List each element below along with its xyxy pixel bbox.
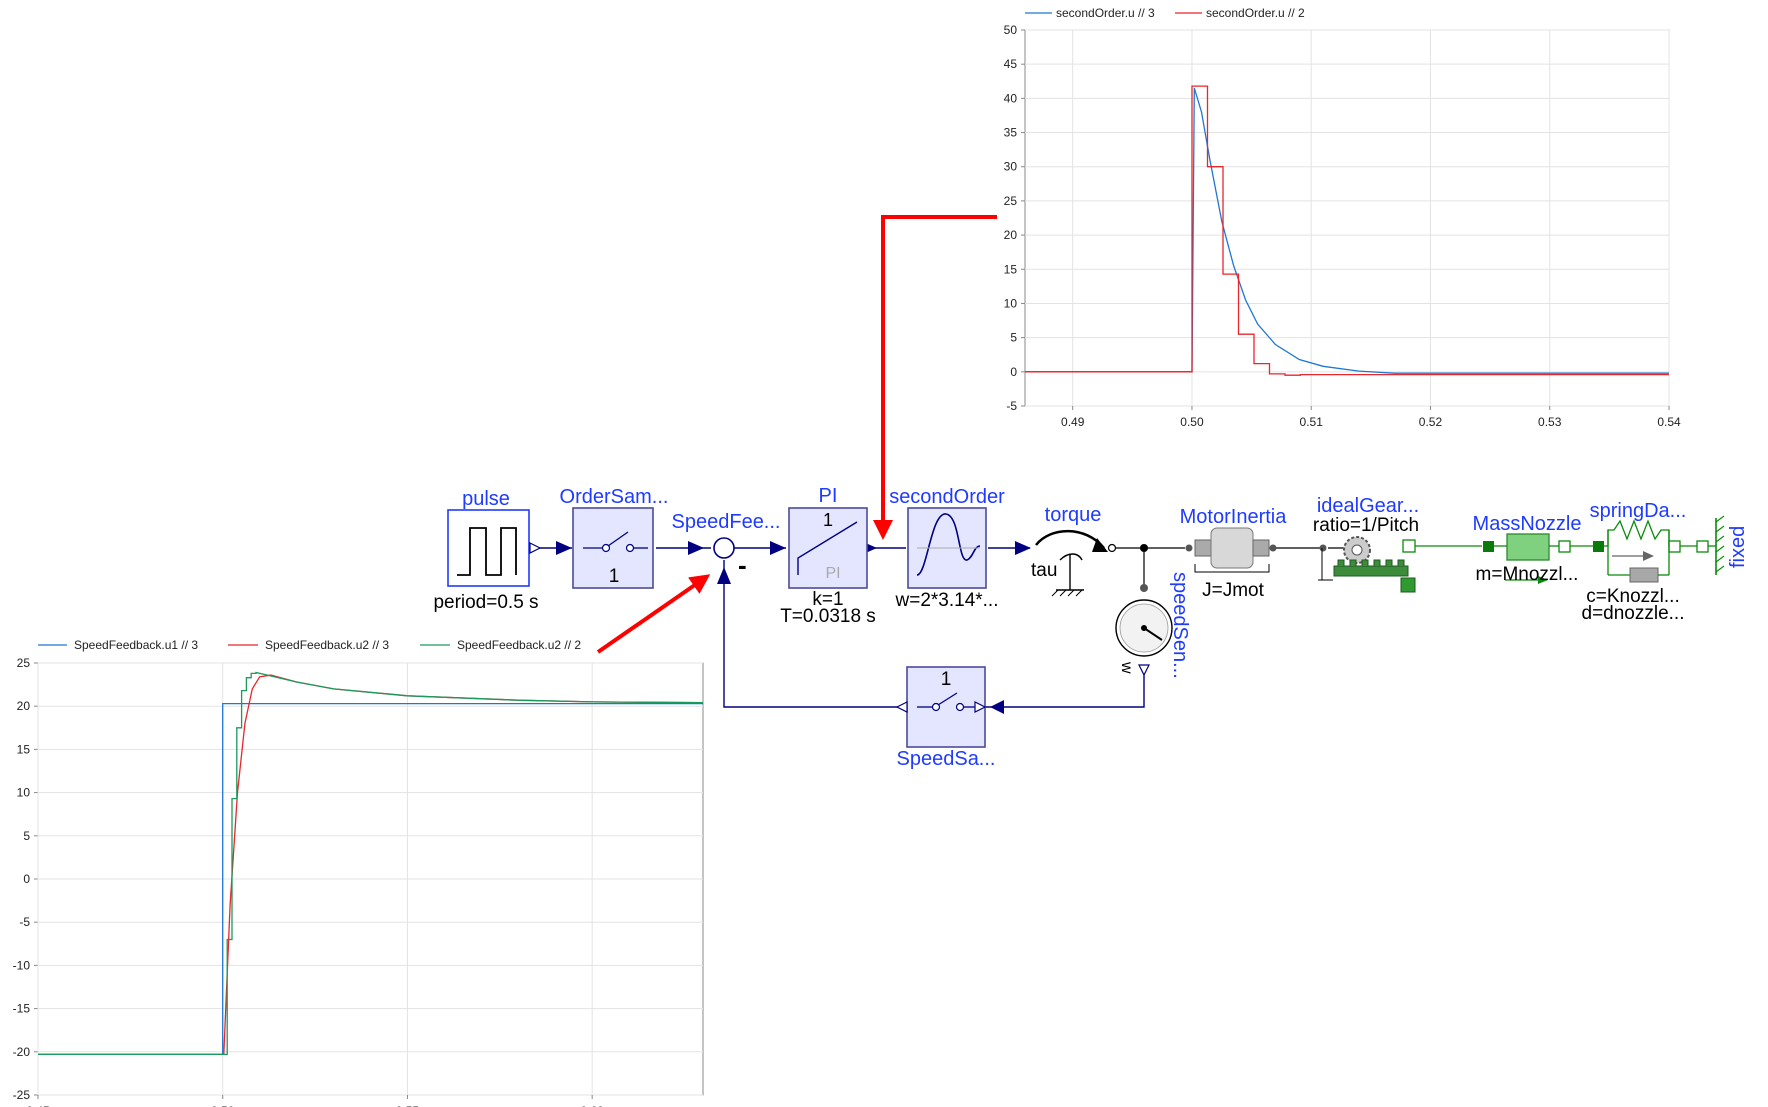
spring-damper-block[interactable]: springDa... c=Knozzl... d=dnozzle... xyxy=(1582,500,1687,624)
sample-period: 1 xyxy=(609,566,620,587)
block-name: MotorInertia xyxy=(1180,506,1288,528)
block-param: ratio=1/Pitch xyxy=(1313,515,1419,536)
pi-block[interactable]: 1 PI PI k=1 T=0.0318 s xyxy=(780,485,876,627)
block-param: c=Knozzl... xyxy=(1586,586,1679,607)
annotation-arrow-speed-feedback xyxy=(596,574,711,654)
y-tick-label: 50 xyxy=(1004,23,1018,37)
ideal-gear-block[interactable]: idealGear... ratio=1/Pitch xyxy=(1313,495,1419,593)
mass-nozzle-block[interactable]: MassNozzle m=Mnozzl... xyxy=(1473,513,1582,585)
annotation-arrow-second-order xyxy=(873,215,997,540)
y-tick-label: 25 xyxy=(17,656,31,670)
block-name: OrderSam... xyxy=(560,486,669,508)
series-line xyxy=(1025,85,1669,376)
legend: secondOrder.u // 3 secondOrder.u // 2 xyxy=(1025,6,1305,20)
block-name: SpeedFee... xyxy=(672,511,781,533)
block-name: pulse xyxy=(462,488,510,510)
y-tick-label: 5 xyxy=(1010,331,1017,345)
y-tick-label: -20 xyxy=(13,1045,31,1059)
x-tick-label: 0.51 xyxy=(1300,415,1324,429)
output-port xyxy=(1138,664,1150,677)
y-tick-label: 25 xyxy=(1004,194,1018,208)
motor-inertia-block[interactable]: MotorInertia J=Jmot xyxy=(1180,506,1288,601)
x-tick-label: 0.54 xyxy=(1657,415,1681,429)
block-param: w=2*3.14*... xyxy=(895,590,999,611)
pulse-block[interactable]: pulse period=0.5 s xyxy=(433,488,542,613)
junction-dot xyxy=(1140,584,1148,592)
block-param: m=Mnozzl... xyxy=(1476,564,1579,585)
x-tick-label: 0.49 xyxy=(1061,415,1085,429)
y-tick-label: 0 xyxy=(1010,365,1017,379)
y-tick-label: -15 xyxy=(13,1002,31,1016)
block-name: springDa... xyxy=(1590,500,1687,522)
block-param: d=dnozzle... xyxy=(1582,603,1685,624)
y-tick-label: 0 xyxy=(23,872,30,886)
legend-entry: SpeedFeedback.u2 // 2 xyxy=(457,638,581,652)
speed-feedback-block[interactable]: - SpeedFee... xyxy=(672,511,781,580)
junction-dot xyxy=(1140,544,1148,552)
legend-entry: SpeedFeedback.u2 // 3 xyxy=(265,638,389,652)
legend-entry: SpeedFeedback.u1 // 3 xyxy=(74,638,198,652)
legend-entry: secondOrder.u // 2 xyxy=(1206,6,1305,20)
y-tick-label: 15 xyxy=(17,742,31,756)
order-sampler-block[interactable]: 1 OrderSam... xyxy=(560,486,669,589)
block-param: k=1 xyxy=(812,589,843,610)
x-tick-label: 0.50 xyxy=(1180,415,1204,429)
block-param: period=0.5 s xyxy=(433,592,538,613)
speed-sampler-block[interactable]: 1 SpeedSa... xyxy=(895,666,996,770)
y-tick-label: 20 xyxy=(1004,228,1018,242)
x-tick-label: 0.45 xyxy=(26,1104,50,1107)
y-tick-label: -10 xyxy=(13,958,31,972)
block-name: secondOrder xyxy=(889,486,1005,508)
series-line xyxy=(38,671,704,1056)
minus-sign: - xyxy=(738,550,747,580)
y-tick-label: 40 xyxy=(1004,91,1018,105)
y-tick-label: 20 xyxy=(17,699,31,713)
block-name: fixed xyxy=(1727,526,1749,568)
block-name: idealGear... xyxy=(1317,495,1419,517)
legend: SpeedFeedback.u1 // 3 SpeedFeedback.u2 /… xyxy=(38,638,581,652)
block-name: PI xyxy=(819,485,838,507)
plot-area xyxy=(1024,29,1670,407)
y-tick-label: 35 xyxy=(1004,126,1018,140)
x-tick-label: 0.60 xyxy=(580,1104,604,1107)
x-tick-label: 0.53 xyxy=(1538,415,1562,429)
block-name: torque xyxy=(1045,504,1102,526)
y-tick-label: 10 xyxy=(17,786,31,800)
block-top-label: 1 xyxy=(823,510,833,530)
y-tick-label: 45 xyxy=(1004,57,1018,71)
block-inner-label: PI xyxy=(825,565,840,582)
y-tick-label: 30 xyxy=(1004,160,1018,174)
block-param: T=0.0318 s xyxy=(780,606,876,627)
output-label: w xyxy=(1118,661,1135,674)
series-line xyxy=(1025,87,1669,374)
x-tick-label: 0.52 xyxy=(1419,415,1443,429)
sample-period: 1 xyxy=(941,669,952,690)
input-label: tau xyxy=(1031,560,1057,581)
block-name: MassNozzle xyxy=(1473,513,1582,535)
y-tick-label: -25 xyxy=(13,1088,31,1102)
y-tick-label: -5 xyxy=(19,915,30,929)
block-name: speedSen... xyxy=(1169,572,1191,679)
y-tick-label: 15 xyxy=(1004,262,1018,276)
x-tick-label: 0.55 xyxy=(396,1104,420,1107)
y-tick-label: -5 xyxy=(1006,399,1017,413)
output-port xyxy=(895,701,908,713)
chart-speed-feedback: 25 20 15 10 5 0 -5 -10 -15 -20 -25 0.45 0.50 0.55 0.6… xyxy=(13,638,704,1107)
y-tick-label: 5 xyxy=(23,829,30,843)
output-port xyxy=(529,542,542,554)
fixed-block[interactable]: fixed xyxy=(1696,515,1749,575)
block-name: SpeedSa... xyxy=(897,748,996,770)
second-order-block[interactable]: secondOrder w=2*3.14*... xyxy=(889,486,1005,611)
speed-sensor-block[interactable]: w speedSen... xyxy=(1115,572,1191,679)
torque-block[interactable]: tau torque xyxy=(1031,504,1117,597)
legend-entry: secondOrder.u // 3 xyxy=(1056,6,1155,20)
block-param: J=Jmot xyxy=(1202,580,1264,601)
x-tick-label: 0.50 xyxy=(211,1104,235,1107)
y-tick-label: 10 xyxy=(1004,296,1018,310)
